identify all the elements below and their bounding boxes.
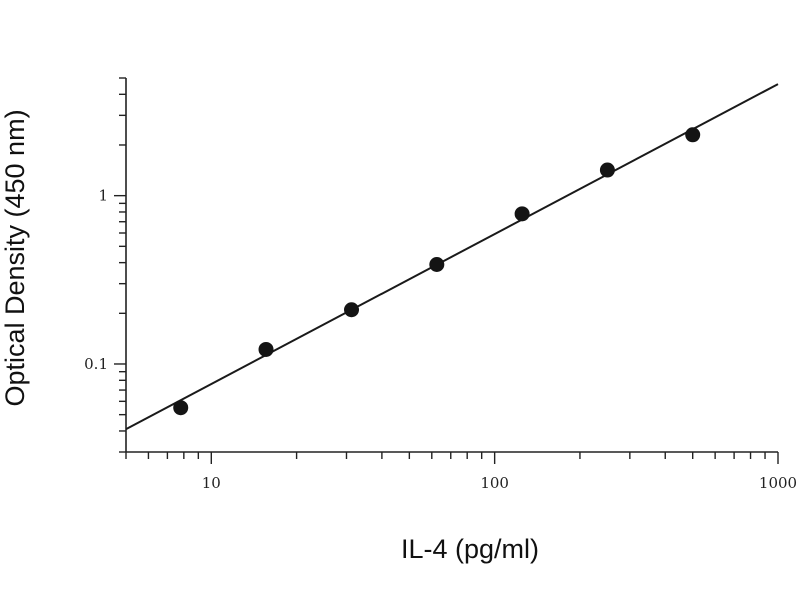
data-point bbox=[514, 206, 530, 222]
y-tick-label: 1 bbox=[98, 187, 108, 205]
x-axis-ticks: 10 100 1000 bbox=[125, 452, 797, 492]
x-tick-label: 10 bbox=[202, 474, 221, 492]
data-point bbox=[685, 127, 701, 143]
y-tick-label: 0.1 bbox=[84, 355, 108, 373]
data-point bbox=[173, 400, 189, 416]
y-axis-title: Optical Density (450 nm) bbox=[0, 109, 30, 406]
data-point bbox=[429, 256, 445, 272]
fit-line bbox=[125, 83, 779, 431]
data-point bbox=[599, 162, 615, 178]
data-point bbox=[344, 302, 360, 318]
x-tick-label: 1000 bbox=[759, 474, 797, 492]
x-tick-label: 100 bbox=[480, 474, 509, 492]
axes bbox=[125, 78, 778, 453]
fit-line-group bbox=[125, 83, 779, 431]
y-axis-ticks: 0.11 bbox=[84, 77, 126, 453]
data-point bbox=[258, 341, 274, 357]
x-axis-title: IL-4 (pg/ml) bbox=[401, 534, 539, 564]
data-points bbox=[173, 127, 701, 416]
